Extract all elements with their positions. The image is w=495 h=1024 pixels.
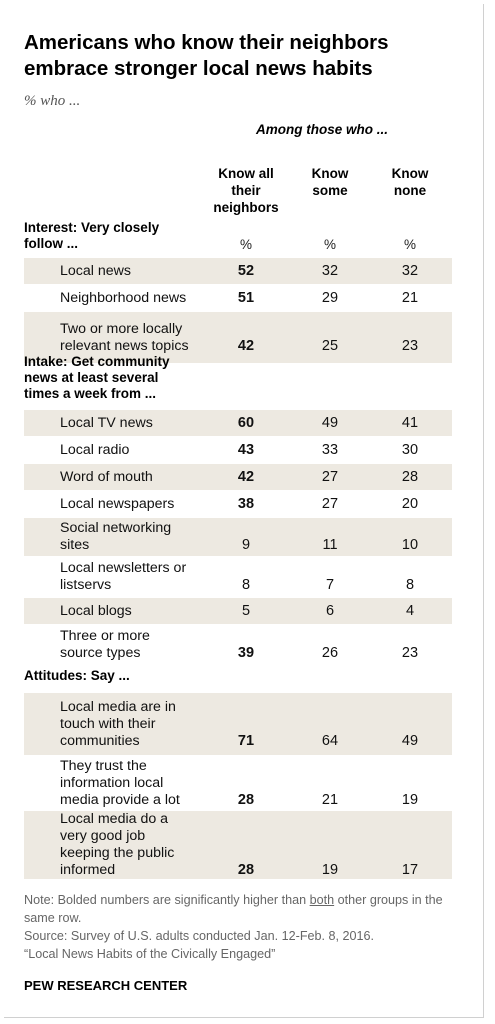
table-cell-value: 38 [237, 495, 255, 512]
table-cell-value: 32 [321, 262, 339, 279]
section-heading: Attitudes: Say ... [24, 668, 130, 683]
table-cell-value: 33 [321, 441, 339, 458]
table-cell-value: 19 [401, 791, 419, 808]
table-cell-value: 20 [401, 495, 419, 512]
chart-source: Source: Survey of U.S. adults conducted … [24, 929, 375, 943]
row-label: Local TV news [60, 414, 153, 431]
row-label: Local blogs [60, 602, 132, 619]
brand-logo-text: PEW RESEARCH CENTER [24, 978, 188, 993]
unit-label: % [323, 237, 337, 252]
table-row [24, 693, 452, 755]
table-cell-value: 23 [401, 645, 419, 661]
table-cell-value: 21 [401, 289, 419, 306]
table-cell-value: 43 [237, 441, 255, 458]
table-cell-value: 21 [321, 791, 339, 808]
table-cell-value: 32 [401, 262, 419, 279]
table-cell-value: 8 [405, 577, 415, 593]
table-cell-value: 27 [321, 468, 339, 485]
table-cell-value: 23 [401, 337, 419, 354]
row-label: Local newsletters or listservs [60, 560, 187, 593]
chart-title: Americans who know their neighbors embra… [24, 31, 389, 80]
table-cell-value: 4 [405, 602, 415, 619]
table-row [24, 258, 452, 284]
table-cell-value: 71 [237, 732, 255, 749]
column-header-know-some: Know some [311, 166, 349, 198]
row-label: Local media are in touch with their comm… [60, 698, 176, 749]
table-cell-value: 51 [237, 289, 255, 306]
table-cell-value: 5 [241, 602, 251, 619]
table-cell-value: 28 [237, 862, 255, 878]
unit-label: % [239, 237, 253, 252]
row-label: Local media do a very good job keeping t… [60, 811, 175, 878]
table-cell-value: 11 [322, 537, 338, 553]
table-cell-value: 25 [321, 337, 339, 354]
table-cell-value: 17 [401, 862, 419, 878]
table-cell-value: 52 [237, 262, 255, 279]
row-label: Word of mouth [60, 468, 153, 485]
table-cell-value: 60 [237, 414, 255, 431]
table-cell-value: 26 [321, 645, 339, 661]
table-cell-value: 7 [325, 577, 335, 593]
table-cell-value: 28 [237, 791, 255, 808]
report-title: “Local News Habits of the Civically Enga… [24, 947, 276, 961]
note-prefix: Note: Bolded numbers are significantly h… [24, 893, 310, 907]
chart-frame: Americans who know their neighbors embra… [4, 4, 484, 1018]
row-label: Social networking sites [60, 520, 172, 553]
section-heading: Intake: Get community news at least seve… [24, 354, 170, 401]
table-row [24, 518, 452, 556]
table-cell-value: 29 [321, 289, 339, 306]
chart-note: Note: Bolded numbers are significantly h… [24, 891, 464, 927]
note-suffix: other groups in the same row. [24, 893, 443, 925]
table-cell-value: 49 [401, 732, 419, 749]
table-cell-value: 41 [401, 414, 419, 431]
table-cell-value: 8 [241, 577, 251, 593]
table-cell-value: 10 [401, 537, 419, 553]
row-label: Local radio [60, 441, 130, 458]
row-label: Local newspapers [60, 495, 175, 512]
unit-label: % [403, 237, 417, 252]
column-group-header: Among those who ... [256, 122, 388, 137]
row-label: Neighborhood news [60, 289, 187, 306]
note-emphasis: both [309, 893, 335, 907]
table-cell-value: 27 [321, 495, 339, 512]
table-cell-value: 9 [241, 537, 251, 553]
section-heading: Interest: Very closely follow ... [24, 220, 160, 251]
table-cell-value: 42 [237, 337, 255, 354]
table-cell-value: 42 [237, 468, 255, 485]
column-header-know-none: Know none [391, 166, 429, 198]
row-label: Local news [60, 262, 131, 279]
row-label: Three or more source types [60, 628, 150, 661]
table-cell-value: 19 [321, 862, 339, 878]
table-cell-value: 49 [321, 414, 339, 431]
table-cell-value: 6 [325, 602, 335, 619]
table-row [24, 598, 452, 624]
table-row [24, 410, 452, 436]
table-row [24, 312, 452, 363]
table-cell-value: 30 [401, 441, 419, 458]
table-cell-value: 64 [321, 732, 339, 749]
chart-subtitle: % who ... [24, 93, 81, 109]
row-label: Two or more locally relevant news topics [60, 320, 189, 354]
table-cell-value: 39 [237, 645, 255, 661]
table-row [24, 811, 452, 879]
table-cell-value: 28 [401, 468, 419, 485]
row-label: They trust the information local media p… [60, 757, 180, 808]
table-row [24, 464, 452, 490]
column-header-know-all: Know all their neighbors [213, 166, 279, 215]
